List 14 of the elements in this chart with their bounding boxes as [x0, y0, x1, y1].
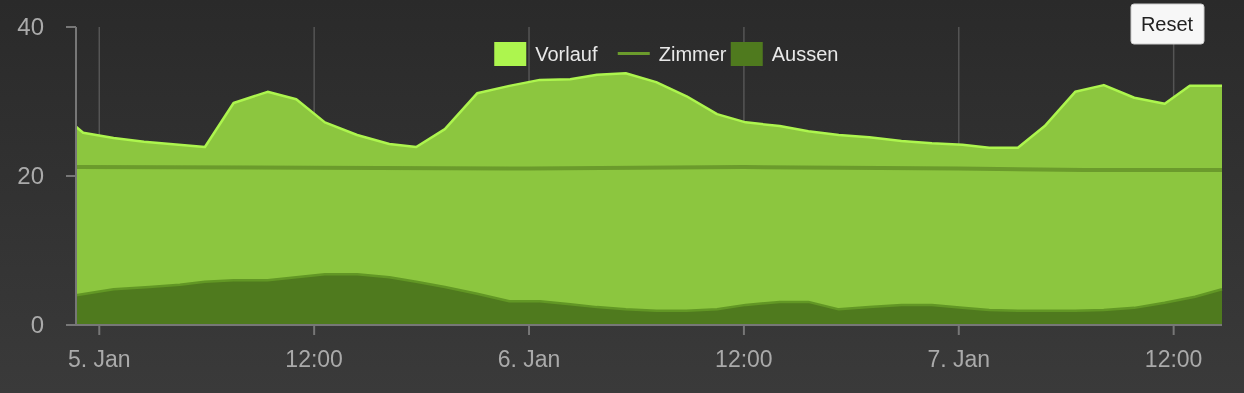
reset-button: Reset [1130, 3, 1205, 45]
legend-label: Aussen [771, 43, 839, 65]
x-tick-label: 6. Jan [497, 346, 561, 372]
annotation: Reset [1140, 13, 1194, 35]
y-tick-label: 40 [17, 13, 44, 40]
legend-label: Zimmer [658, 43, 727, 65]
y-tick-label: 0 [30, 311, 44, 338]
x-tick-label: 5. Jan [67, 346, 131, 372]
x-tick-label: 12:00 [1144, 346, 1203, 372]
x-tick-label: 7. Jan [927, 346, 991, 372]
legend-label: Vorlauf [535, 43, 598, 65]
x-tick-label: 12:00 [715, 346, 773, 372]
x-tick-label: 12:00 [285, 346, 343, 372]
y-tick-label: 20 [17, 162, 44, 189]
